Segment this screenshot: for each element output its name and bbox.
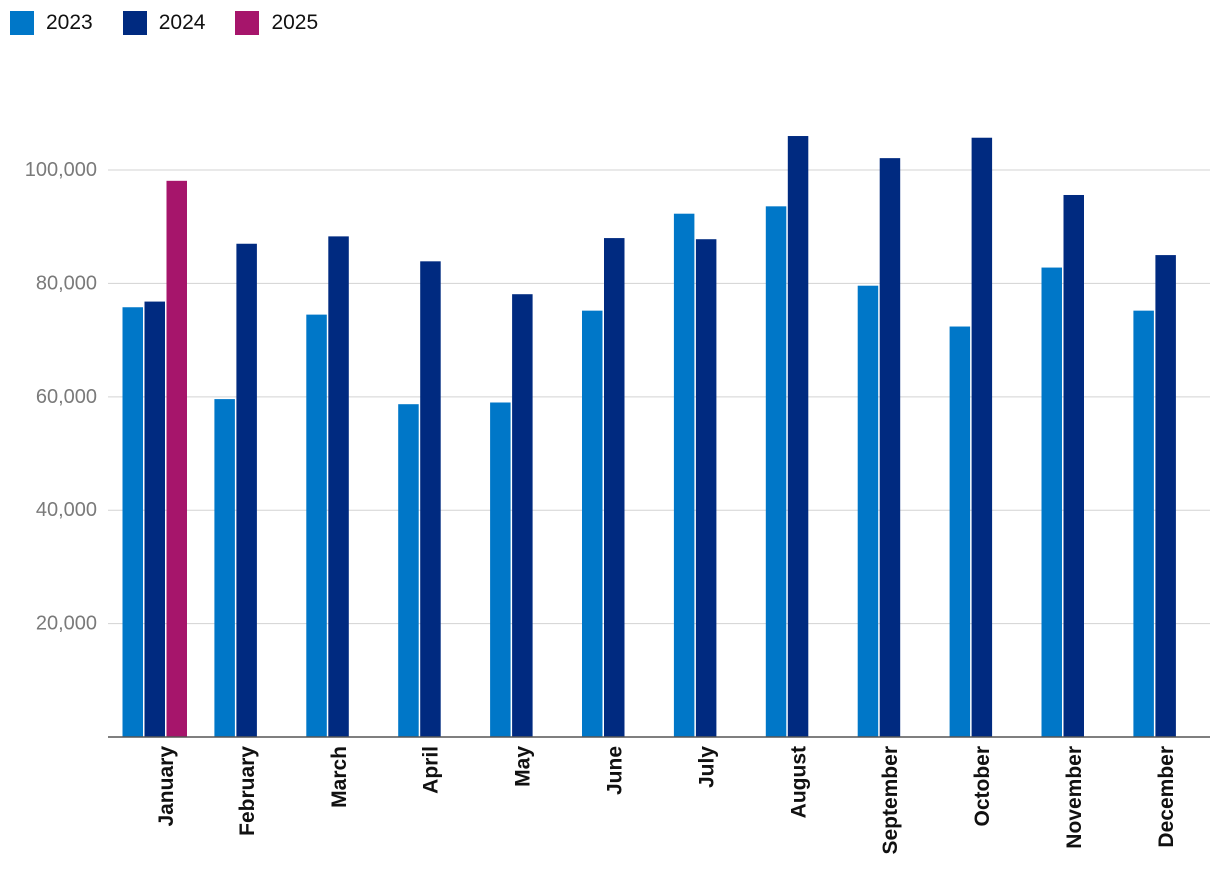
bar-october-2024	[971, 137, 993, 738]
bar-july-2023	[673, 213, 695, 738]
legend-swatch-2025	[235, 11, 260, 35]
bar-march-2023	[306, 314, 327, 737]
x-axis-tick-labels: January February March April May June July Augu…	[155, 746, 1178, 855]
bar-june-2024	[604, 238, 625, 738]
bar-august-2023	[765, 206, 787, 738]
bar-june-2023	[582, 310, 603, 737]
bar-april-2023	[398, 404, 419, 737]
bar-december-2024	[1155, 255, 1176, 737]
x-tick-label-january: January	[155, 746, 178, 827]
x-tick-label-may: May	[512, 746, 535, 787]
x-tick-label-august: August	[787, 746, 810, 818]
bar-may-2024	[512, 294, 533, 737]
bar-february-2023	[214, 399, 235, 737]
bar-february-2024	[236, 243, 257, 737]
y-tick-label: 80,000	[36, 272, 97, 294]
bar-july-2024	[695, 239, 717, 738]
bar-september-2023	[857, 285, 879, 737]
x-tick-label-july: July	[695, 746, 718, 788]
legend-label-2024: 2024	[158, 11, 206, 34]
bar-december-2023	[1133, 310, 1154, 737]
bar-october-2023	[949, 326, 971, 737]
legend-swatch-2024	[122, 11, 147, 35]
x-tick-label-november: November	[1063, 746, 1086, 849]
x-tick-label-december: December	[1155, 746, 1178, 848]
legend-label-2025: 2025	[271, 11, 319, 34]
y-tick-label: 40,000	[36, 499, 97, 521]
bar-may-2023	[490, 402, 511, 737]
x-tick-label-april: April	[420, 746, 443, 794]
bar-january-2025	[166, 180, 187, 737]
y-tick-label: 20,000	[36, 613, 97, 635]
y-tick-label: 60,000	[36, 386, 97, 408]
legend-label-2023: 2023	[46, 11, 93, 34]
y-tick-label: 100,000	[25, 159, 97, 181]
bar-november-2024	[1063, 194, 1084, 737]
x-tick-label-february: February	[236, 746, 259, 836]
bar-april-2024	[420, 261, 441, 737]
bar-january-2023	[122, 307, 143, 737]
bar-november-2023	[1041, 267, 1062, 737]
bar-august-2024	[787, 136, 809, 737]
bar-march-2024	[328, 236, 349, 738]
legend-item-2024: 2024	[122, 11, 206, 35]
x-tick-label-march: March	[328, 746, 351, 808]
bar-series	[122, 136, 1176, 738]
bar-january-2024	[144, 301, 165, 737]
x-tick-label-october: October	[971, 746, 994, 827]
legend-item-2023: 2023	[10, 11, 93, 35]
x-tick-label-june: June	[604, 746, 627, 795]
legend-swatch-2023	[10, 11, 34, 35]
chart-legend: 2023 2024 2025	[10, 8, 348, 38]
bar-september-2024	[879, 158, 901, 737]
legend-item-2025: 2025	[235, 11, 318, 35]
x-tick-label-september: September	[879, 746, 902, 855]
y-axis-tick-labels: 20,000 40,000 60,000 80,000 100,000	[25, 159, 97, 635]
gridlines	[108, 169, 1210, 625]
